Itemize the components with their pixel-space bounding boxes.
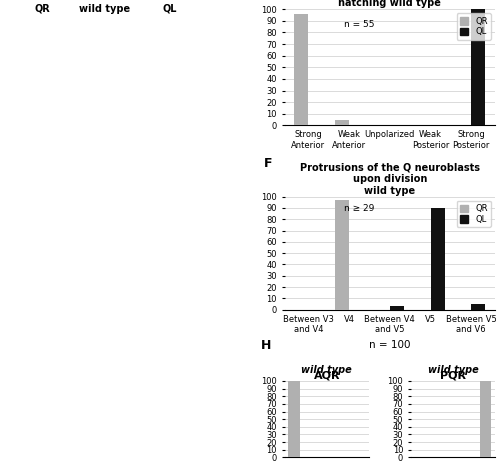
Text: B: B [148, 12, 157, 24]
Text: wild type: wild type [302, 365, 352, 375]
Bar [471, 304, 486, 310]
Title: AQR: AQR [314, 371, 340, 381]
Text: n ≥ 29: n ≥ 29 [344, 204, 374, 213]
Text: G: G [10, 349, 20, 362]
Text: n = 55: n = 55 [344, 20, 374, 29]
Title: Protrusions at 1-1.5 h after
hatching wild type: Protrusions at 1-1.5 h after hatching wi… [314, 0, 465, 8]
Text: C: C [10, 186, 20, 199]
Bar [335, 120, 349, 125]
Bar [471, 9, 486, 125]
Text: F: F [264, 157, 272, 170]
Bar [480, 381, 491, 457]
Text: QR: QR [34, 4, 50, 13]
Text: QL: QL [163, 4, 177, 13]
Bar [335, 200, 349, 310]
Title: Protrusions of the Q neuroblasts
upon division
wild type: Protrusions of the Q neuroblasts upon di… [300, 163, 480, 196]
Bar [390, 306, 404, 310]
Text: D: D [148, 186, 158, 199]
Text: A: A [10, 12, 20, 24]
Legend: QR, QL: QR, QL [456, 13, 491, 40]
Bar [294, 14, 308, 125]
Text: wild type: wild type [80, 4, 130, 13]
Legend: QR, QL: QR, QL [456, 201, 491, 227]
Text: wild type: wild type [428, 365, 478, 375]
Text: n = 100: n = 100 [369, 340, 410, 351]
Bar [288, 381, 300, 457]
Bar [430, 208, 445, 310]
Text: H: H [261, 339, 272, 352]
Title: PQR: PQR [440, 371, 466, 381]
